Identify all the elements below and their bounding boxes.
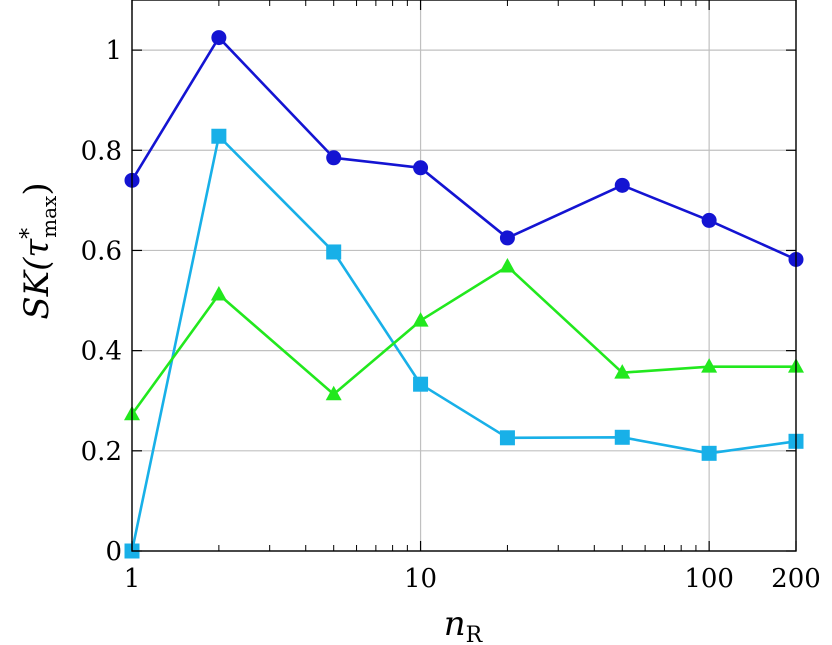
- series-layer: [124, 30, 804, 559]
- data-point-circle: [211, 30, 227, 46]
- series-square: [124, 128, 804, 559]
- series-line: [130, 36, 797, 261]
- data-point-triangle: [412, 312, 429, 327]
- series-line: [130, 134, 797, 552]
- series-circle: [124, 30, 804, 267]
- data-point-triangle: [210, 286, 227, 301]
- data-point-triangle: [701, 358, 718, 373]
- x-tick-label: 200: [771, 564, 821, 594]
- grid: [131, 0, 797, 552]
- data-point-triangle: [325, 385, 342, 401]
- y-axis-title: SK(τ*max): [17, 182, 61, 319]
- plot-frame: [131, 0, 797, 552]
- y-axis-title-close: ): [17, 182, 57, 195]
- data-point-triangle: [614, 364, 631, 379]
- y-axis-title-sup: *: [17, 228, 42, 239]
- series-line: [130, 265, 796, 416]
- x-tick-label: 1: [124, 564, 141, 594]
- y-tick-label: 0.6: [81, 236, 122, 266]
- y-tick-label: 0.8: [81, 136, 122, 166]
- data-point-circle: [326, 150, 342, 166]
- x-axis-title-sub: R: [466, 623, 484, 645]
- y-tick-label: 1: [105, 36, 122, 66]
- x-tick-label: 100: [684, 564, 734, 594]
- x-tick-labels: 1 10 100 200: [124, 564, 821, 594]
- data-point-square: [701, 445, 717, 461]
- y-tick-label: 0: [105, 537, 122, 567]
- data-point-square: [326, 244, 342, 260]
- data-point-triangle: [499, 257, 516, 273]
- x-tick-label: 10: [404, 564, 437, 594]
- series-triangle: [124, 257, 804, 421]
- data-point-circle: [499, 230, 515, 246]
- data-point-circle: [701, 212, 717, 228]
- major-ticks: [131, 0, 797, 552]
- data-point-square: [614, 429, 630, 445]
- data-point-square: [499, 430, 515, 446]
- data-point-circle: [413, 160, 429, 176]
- y-tick-label: 0.2: [81, 437, 122, 467]
- data-point-circle: [614, 177, 630, 193]
- y-axis-title-sub: max: [37, 195, 61, 238]
- data-point-square: [413, 376, 429, 392]
- x-axis-title-main: n: [444, 604, 466, 644]
- y-tick-labels: 0 0.2 0.4 0.6 0.8 1: [81, 36, 122, 567]
- data-point-square: [211, 128, 227, 144]
- minor-ticks: [218, 0, 697, 551]
- y-tick-label: 0.4: [81, 337, 122, 367]
- y-axis-title-main: SK(τ: [17, 238, 57, 320]
- x-axis-title: nR: [444, 604, 484, 645]
